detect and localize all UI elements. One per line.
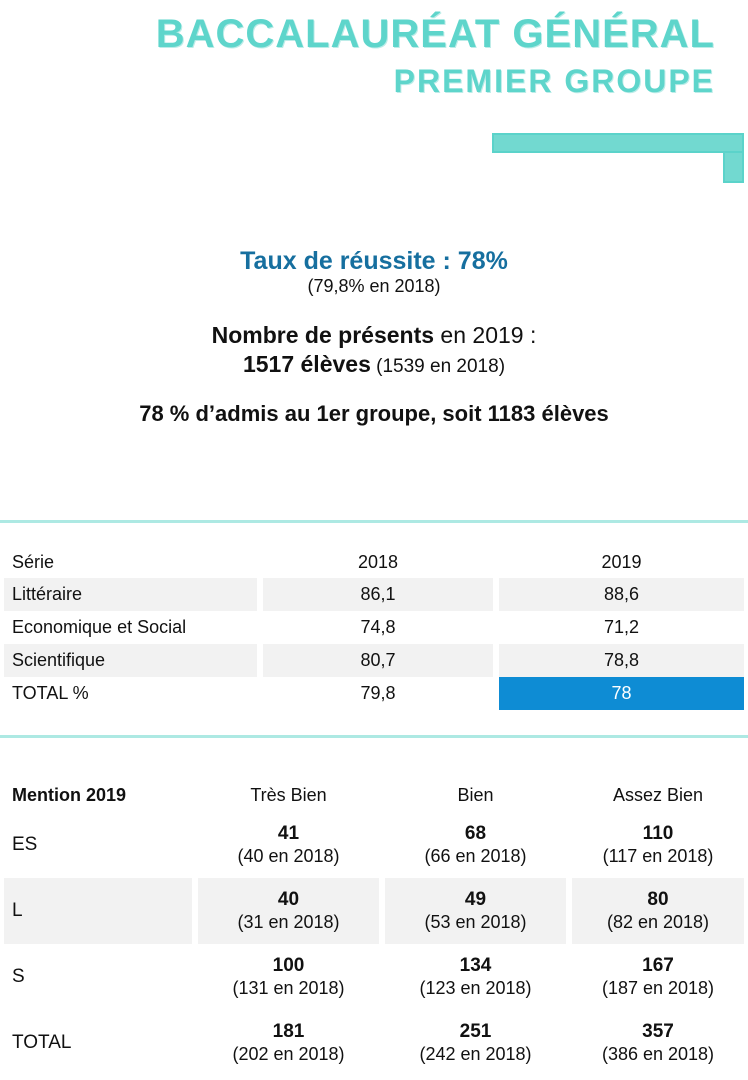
presents-count-previous: (1539 en 2018) — [370, 356, 506, 377]
page-title: BACCALAURÉAT GÉNÉRAL — [155, 12, 715, 56]
mention-table-header: Mention 2019 Très Bien Bien Assez Bien — [4, 778, 744, 812]
row-label: Economique et Social — [12, 617, 187, 637]
mention-count-previous: (53 en 2018) — [424, 912, 527, 932]
page-subtitle: PREMIER GROUPE — [393, 63, 715, 99]
table-row-scientifique: Scientifique 80,7 78,8 — [4, 644, 744, 677]
cell-bien: 49 (53 en 2018) — [385, 878, 566, 944]
presents-label: Nombre de présents — [211, 322, 435, 348]
accent-bar-horizontal — [492, 133, 744, 153]
mention-count-previous: (66 en 2018) — [424, 846, 527, 866]
presents-line: Nombre de présents en 2019 : — [0, 322, 748, 350]
cell-bien: 134 (123 en 2018) — [385, 944, 566, 1010]
cell-assez-bien: 167 (187 en 2018) — [572, 944, 744, 1010]
mention-count-previous: (31 en 2018) — [237, 912, 340, 932]
mention-col-bien: Bien — [457, 784, 494, 805]
success-rate-previous: (79,8% en 2018) — [307, 276, 441, 296]
row-label: L — [4, 878, 192, 944]
cell-tres-bien: 100 (131 en 2018) — [198, 944, 379, 1010]
table-row-s: S 100 (131 en 2018) 134 (123 en 2018) 16… — [4, 944, 744, 1010]
mention-count: 100 — [272, 955, 305, 976]
value-2019: 78,8 — [499, 644, 744, 677]
mention-col-assez-bien: Assez Bien — [612, 784, 704, 805]
row-label: TOTAL % — [12, 683, 89, 703]
success-rate-heading: Taux de réussite : 78% — [240, 247, 508, 275]
cell-assez-bien: 357 (386 en 2018) — [572, 1010, 744, 1076]
mention-count-previous: (386 en 2018) — [601, 1044, 715, 1064]
cell-tres-bien: 41 (40 en 2018) — [198, 812, 379, 878]
mention-count: 181 — [272, 1021, 305, 1042]
series-col-label: Série — [12, 552, 55, 572]
presents-year: en 2019 : — [434, 322, 537, 348]
mention-count: 110 — [642, 823, 674, 844]
cell-assez-bien: 80 (82 en 2018) — [572, 878, 744, 944]
mention-count-previous: (123 en 2018) — [419, 978, 532, 998]
value-2019-highlighted: 78 — [499, 677, 744, 710]
row-label: Scientifique — [4, 644, 257, 677]
presents-count-line: 1517 élèves (1539 en 2018) — [0, 351, 748, 379]
series-col-2019: 2019 — [601, 552, 642, 572]
series-table-header: Série 2018 2019 — [4, 546, 744, 578]
value-2018: 79,8 — [360, 683, 396, 703]
mention-count: 357 — [642, 1021, 674, 1042]
mention-count-previous: (187 en 2018) — [601, 978, 715, 998]
table-row-total: TOTAL % 79,8 78 — [4, 677, 744, 710]
series-col-2018: 2018 — [357, 552, 399, 572]
value-2019: 88,6 — [499, 578, 744, 611]
table-row-litteraire: Littéraire 86,1 88,6 — [4, 578, 744, 611]
row-label: Littéraire — [4, 578, 257, 611]
table-row-l: L 40 (31 en 2018) 49 (53 en 2018) 80 (82… — [4, 878, 744, 944]
mention-col-tres-bien: Très Bien — [250, 784, 327, 805]
mention-count: 134 — [459, 955, 492, 976]
mention-count-previous: (117 en 2018) — [602, 846, 714, 866]
mention-count: 80 — [647, 889, 669, 910]
table-row-total-mentions: TOTAL 181 (202 en 2018) 251 (242 en 2018… — [4, 1010, 744, 1076]
admitted-line: 78 % d’admis au 1er groupe, soit 1183 él… — [139, 401, 609, 426]
accent-bar-vertical — [723, 151, 744, 183]
row-label: TOTAL — [12, 1032, 72, 1053]
value-2018: 74,8 — [360, 617, 396, 637]
presents-count: 1517 élèves — [242, 351, 371, 377]
mention-count: 68 — [464, 823, 487, 844]
mention-count: 251 — [459, 1021, 492, 1042]
cell-tres-bien: 181 (202 en 2018) — [198, 1010, 379, 1076]
mention-count: 167 — [642, 955, 674, 976]
mention-count: 40 — [277, 889, 300, 910]
mention-count-previous: (40 en 2018) — [237, 846, 340, 866]
cell-assez-bien: 110 (117 en 2018) — [572, 812, 744, 878]
row-label: ES — [12, 834, 38, 855]
mention-count-previous: (202 en 2018) — [232, 1044, 345, 1064]
mention-col-label: Mention 2019 — [12, 784, 127, 805]
cell-tres-bien: 40 (31 en 2018) — [198, 878, 379, 944]
value-2019: 71,2 — [603, 617, 640, 637]
table-row-es: ES 41 (40 en 2018) 68 (66 en 2018) 110 (… — [4, 812, 744, 878]
divider-top — [0, 520, 748, 523]
divider-bottom — [0, 735, 748, 738]
mention-count: 41 — [277, 823, 300, 844]
table-row-economique: Economique et Social 74,8 71,2 — [4, 611, 744, 644]
value-2018: 86,1 — [263, 578, 493, 611]
cell-bien: 251 (242 en 2018) — [385, 1010, 566, 1076]
row-label: S — [12, 966, 25, 987]
cell-bien: 68 (66 en 2018) — [385, 812, 566, 878]
value-2018: 80,7 — [263, 644, 493, 677]
mention-table: Mention 2019 Très Bien Bien Assez Bien E… — [4, 778, 744, 1076]
mention-count-previous: (82 en 2018) — [606, 912, 710, 932]
mention-count: 49 — [464, 889, 487, 910]
mention-count-previous: (131 en 2018) — [232, 978, 345, 998]
series-table: Série 2018 2019 Littéraire 86,1 88,6 Eco… — [4, 546, 744, 710]
mention-count-previous: (242 en 2018) — [419, 1044, 532, 1064]
